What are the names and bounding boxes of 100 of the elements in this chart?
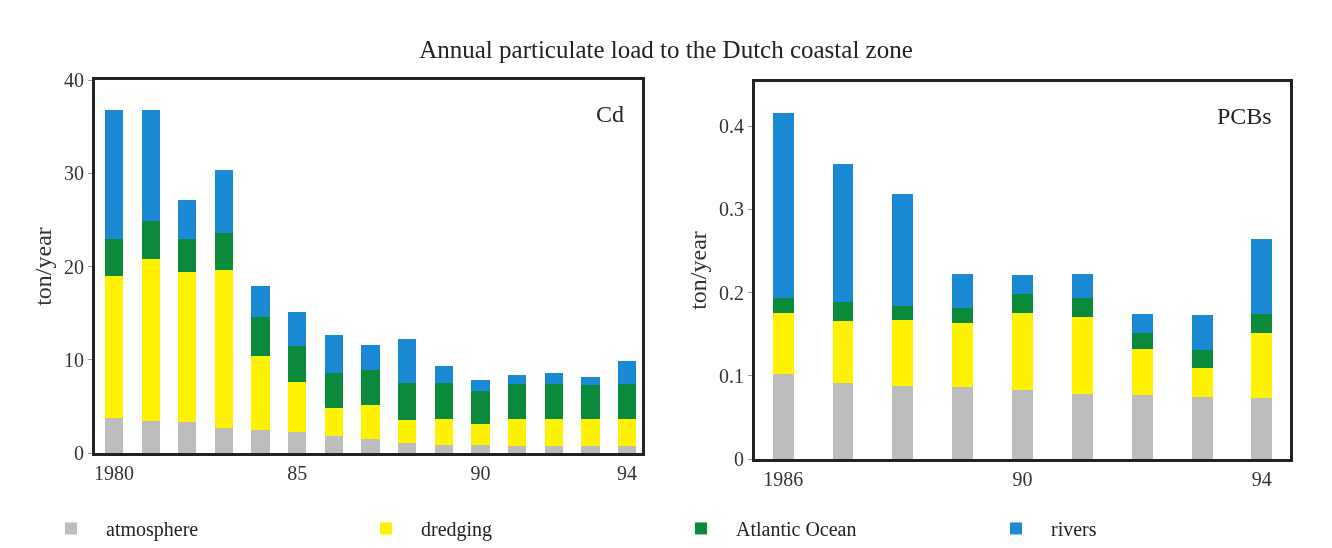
bar <box>471 444 490 453</box>
bar <box>1012 389 1033 459</box>
bar <box>1131 349 1153 395</box>
bar <box>1071 298 1093 317</box>
y-tick-label: 30 <box>64 162 84 185</box>
x-tick-label: 94 <box>1251 468 1272 490</box>
bar <box>434 383 453 419</box>
bar <box>617 384 637 420</box>
bar <box>772 112 794 298</box>
bar <box>507 384 527 419</box>
bar <box>1012 294 1033 314</box>
bar <box>141 421 160 453</box>
y-axis-title: ton/year <box>30 227 57 306</box>
bar <box>952 387 974 459</box>
bar <box>1131 333 1153 350</box>
bar <box>772 374 794 459</box>
bar <box>471 390 490 425</box>
bar <box>832 163 854 302</box>
chart-title: Annual particulate load to the Dutch coastal zone <box>419 35 913 63</box>
y-tick-label: 0.1 <box>719 364 744 387</box>
annotation: PCBs <box>1217 103 1272 129</box>
bar <box>288 431 307 453</box>
y-tick-label: 40 <box>64 69 84 91</box>
bar <box>434 418 453 445</box>
y-tick-label: 0.4 <box>719 115 744 138</box>
bar <box>471 380 490 391</box>
bar <box>397 420 417 443</box>
bar <box>471 424 490 445</box>
bar <box>581 418 600 447</box>
bar <box>104 238 124 276</box>
x-tick-label: 90 <box>1012 468 1033 490</box>
bar <box>214 270 234 428</box>
bar <box>772 297 794 313</box>
bar <box>141 259 160 422</box>
bar <box>617 360 637 384</box>
bar <box>1071 274 1093 299</box>
bar <box>1251 314 1273 333</box>
x-tick-label: 90 <box>470 462 491 484</box>
legend-label: dredging <box>421 518 493 542</box>
bar <box>952 307 974 324</box>
bar <box>324 408 344 437</box>
y-tick-label: 0 <box>74 442 84 464</box>
bar <box>214 169 234 233</box>
bar <box>288 345 307 383</box>
bar <box>832 383 854 459</box>
bar <box>544 384 563 419</box>
bar <box>507 418 527 447</box>
bar <box>1012 313 1033 390</box>
bar <box>361 439 380 453</box>
bar <box>581 384 600 419</box>
bar <box>104 275 124 418</box>
bar <box>397 383 417 421</box>
bar <box>397 339 417 384</box>
bar <box>361 344 380 371</box>
bar <box>251 429 270 453</box>
bar <box>544 418 563 447</box>
annotation: Cd <box>596 101 625 127</box>
bar <box>288 382 307 432</box>
bar <box>1191 396 1213 459</box>
bar <box>892 385 914 459</box>
legend-label: atmosphere <box>106 518 199 542</box>
bar <box>288 312 307 346</box>
bar <box>1071 394 1093 459</box>
bar <box>214 427 234 453</box>
bar <box>251 286 270 317</box>
y-tick-label: 0.3 <box>719 198 744 221</box>
y-axis-title: ton/year <box>685 231 712 310</box>
bar <box>324 436 344 453</box>
x-tick-label: 85 <box>287 462 308 484</box>
bar <box>361 404 380 440</box>
bar <box>1191 315 1213 350</box>
bar <box>772 312 794 375</box>
bar <box>544 446 563 453</box>
bar <box>581 446 600 453</box>
bar <box>214 232 234 271</box>
bar <box>434 444 453 453</box>
legend-label: Atlantic Ocean <box>736 518 857 541</box>
bar <box>141 220 160 260</box>
bar <box>1191 368 1213 397</box>
bar <box>397 442 417 453</box>
bar <box>581 376 600 385</box>
bar <box>1012 275 1033 295</box>
x-tick-label: 1980 <box>94 462 135 484</box>
bar <box>1131 314 1153 334</box>
x-tick-label: 94 <box>616 462 637 484</box>
bar <box>178 200 197 239</box>
bar <box>251 316 270 357</box>
y-tick-label: 0.2 <box>719 281 744 304</box>
bar <box>1251 398 1273 459</box>
bar <box>1251 239 1273 315</box>
bar <box>324 334 344 373</box>
bar <box>952 274 974 308</box>
bar <box>507 446 527 453</box>
bar <box>178 238 197 273</box>
y-tick-label: 10 <box>64 348 84 371</box>
bar <box>361 370 380 405</box>
bar <box>617 419 637 447</box>
bar <box>832 320 854 384</box>
legend-label: rivers <box>1051 518 1097 541</box>
bar <box>507 374 527 384</box>
